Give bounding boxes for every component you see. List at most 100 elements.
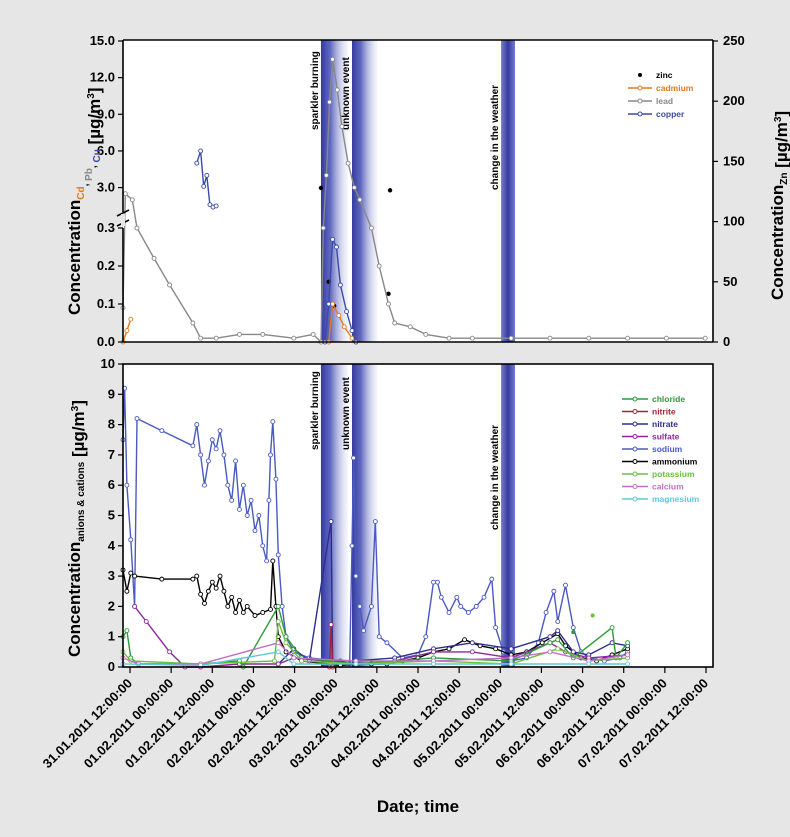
legend-marker-ammonium — [632, 459, 638, 464]
bottom-point-sodium — [361, 628, 367, 634]
top-point-copper — [330, 236, 336, 242]
bottom-point-potassium — [271, 658, 277, 664]
legend-label-sodium: sodium — [652, 444, 683, 454]
bottom-point-ammonium — [244, 603, 250, 609]
top-point-cadmium — [124, 328, 130, 334]
top-point-copper — [207, 202, 213, 208]
top-point-copper — [349, 328, 355, 334]
bottom-point-sodium — [266, 497, 272, 503]
bottom-point-sodium — [446, 610, 452, 615]
bottom-y-tick-label: 2 — [108, 598, 115, 613]
bottom-point-sodium — [551, 588, 557, 594]
legend-label-nitrate: nitrate — [652, 419, 678, 429]
legend-marker-sodium — [632, 446, 638, 452]
bottom-point-ammonium — [236, 597, 242, 603]
top-point-lead — [129, 197, 135, 203]
bottom-point-sodium — [275, 552, 281, 558]
bottom-y-tick-label: 5 — [108, 508, 115, 523]
bottom-point-sodium — [434, 579, 440, 585]
top-point-lead — [190, 320, 196, 326]
top-point-lead — [423, 331, 429, 337]
bottom-point-nitrate — [328, 519, 334, 525]
bottom-point-ammonium — [124, 588, 130, 594]
bottom-point-ammonium — [132, 573, 138, 579]
bottom-point-ammonium — [213, 585, 219, 591]
legend-marker-magnesium — [632, 496, 638, 502]
top-point-zinc — [318, 185, 324, 191]
bottom-point-ammonium — [159, 576, 165, 582]
bottom-point-ammonium — [229, 594, 235, 600]
bottom-point-ammonium — [217, 573, 223, 579]
bottom-point-sodium — [128, 537, 134, 543]
bottom-point-sodium — [454, 594, 460, 600]
event-label-2: unknown event — [341, 57, 352, 130]
bottom-point-ammonium — [221, 588, 227, 594]
top-right-tick-label: 150 — [723, 153, 745, 168]
bottom-point-ammonium — [493, 646, 499, 652]
bottom-point-chloride — [547, 640, 553, 646]
bottom-point-ammonium — [225, 603, 231, 609]
legend-label-sulfate: sulfate — [652, 432, 680, 442]
legend-marker-cadmium — [637, 85, 643, 91]
bottom-point-sodium — [268, 452, 273, 458]
bottom-y-tick-label: 1 — [108, 629, 115, 644]
top-point-lead — [327, 99, 332, 105]
legend-marker-lead — [637, 98, 643, 104]
bottom-point-sodium — [357, 603, 363, 609]
bottom-point-sodium — [423, 634, 429, 640]
event-band-3 — [501, 40, 516, 342]
legend-marker-potassium — [632, 471, 638, 477]
legend-marker-calcium — [632, 484, 638, 489]
bottom-point-sodium — [205, 458, 211, 464]
top-point-lead — [260, 331, 266, 337]
top-left-tick-label: 0.3 — [97, 220, 115, 235]
top-line-copper — [324, 236, 357, 343]
top-left-axis-title: ConcentrationCd, Pb, Cu [µg/m3] — [65, 88, 104, 315]
top-plot-area — [123, 40, 713, 342]
bottom-point-sulfate — [431, 649, 436, 655]
legend-marker-copper — [637, 111, 643, 117]
bottom-point-sodium — [217, 428, 223, 434]
top-point-lead — [310, 331, 316, 337]
bottom-point-sodium — [260, 543, 266, 549]
event-label-2: unknown event — [341, 377, 352, 450]
bottom-point-ammonium — [260, 610, 266, 615]
bottom-point-magnesium — [291, 661, 297, 667]
legend-marker-nitrate — [632, 421, 638, 427]
bottom-point-sodium — [124, 482, 130, 488]
bottom-point-magnesium — [625, 661, 631, 667]
top-point-copper — [334, 244, 339, 250]
bottom-point-ammonium — [194, 573, 200, 579]
top-point-lead — [351, 185, 357, 191]
x-axis-title: Date; time — [377, 797, 459, 816]
top-point-lead — [446, 335, 452, 341]
axis-break-gap — [121, 214, 125, 226]
top-point-lead — [392, 320, 398, 326]
bottom-point-potassium — [283, 640, 289, 646]
top-point-lead — [663, 335, 669, 341]
event-label-1: sparkler burning — [310, 371, 321, 450]
bottom-point-sodium — [438, 594, 444, 600]
bottom-point-sulfate — [132, 603, 138, 609]
legend-label-chloride: chloride — [652, 394, 685, 404]
top-point-lead — [334, 87, 340, 93]
top-point-lead — [291, 335, 297, 341]
bottom-point-sodium — [256, 513, 262, 518]
top-point-lead — [508, 335, 514, 341]
bottom-point-potassium — [275, 619, 281, 624]
bottom-point-sodium — [543, 610, 549, 615]
bottom-point-ammonium — [233, 610, 239, 615]
top-point-lead — [339, 124, 345, 129]
top-point-copper — [204, 172, 210, 178]
bottom-point-sodium — [273, 476, 279, 482]
bottom-point-sodium — [279, 603, 285, 609]
bottom-point-sodium — [213, 446, 219, 452]
bottom-point-sodium — [376, 634, 382, 640]
top-point-lead — [368, 225, 374, 231]
bottom-point-ammonium — [270, 558, 276, 564]
legend-label-cadmium: cadmium — [656, 83, 694, 93]
event-label-3: change in the weather — [490, 85, 501, 190]
top-point-lead — [198, 335, 204, 341]
bottom-point-sulfate — [469, 649, 475, 655]
